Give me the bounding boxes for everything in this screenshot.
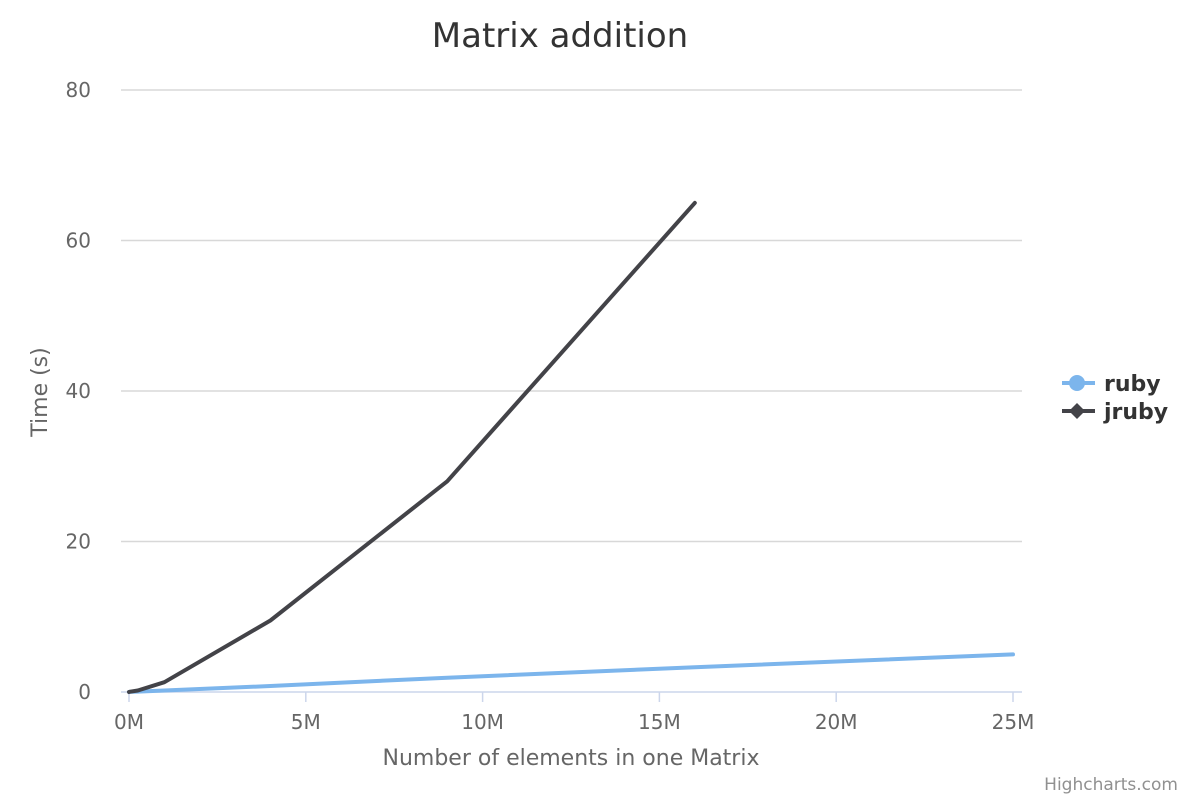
y-tick-label: 20 (66, 530, 91, 554)
y-tick-label: 40 (66, 379, 91, 403)
legend-item-ruby[interactable]: ruby (1062, 372, 1161, 397)
x-tick-label: 25M (992, 710, 1035, 734)
x-tick-label: 10M (461, 710, 504, 734)
circle-marker-icon (1069, 375, 1085, 391)
y-axis-title: Time (s) (28, 347, 53, 437)
series-line-jruby[interactable] (127, 200, 697, 694)
y-axis-ticks: 0 20 40 60 80 (66, 78, 91, 704)
chart-title: Matrix addition (432, 16, 688, 56)
grid-lines (121, 89, 1022, 543)
y-tick-label: 80 (66, 78, 91, 102)
x-axis: 0M 5M 10M 15M 20M 25M (114, 691, 1035, 734)
legend: ruby jruby (1062, 372, 1168, 425)
x-tick-label: 5M (291, 710, 321, 734)
credits-link[interactable]: Highcharts.com (1044, 775, 1178, 795)
x-tick-label: 0M (114, 710, 144, 734)
x-tick-label: 20M (815, 710, 858, 734)
x-axis-title: Number of elements in one Matrix (383, 746, 760, 771)
x-tick-label: 15M (638, 710, 681, 734)
series-line-ruby[interactable] (127, 652, 1015, 694)
series-layer (127, 200, 1015, 694)
legend-label: ruby (1104, 372, 1161, 397)
y-tick-label: 0 (78, 680, 91, 704)
y-tick-label: 60 (66, 229, 91, 253)
diamond-marker-icon (1069, 403, 1085, 419)
legend-item-jruby[interactable]: jruby (1062, 400, 1168, 425)
legend-label: jruby (1103, 400, 1168, 425)
